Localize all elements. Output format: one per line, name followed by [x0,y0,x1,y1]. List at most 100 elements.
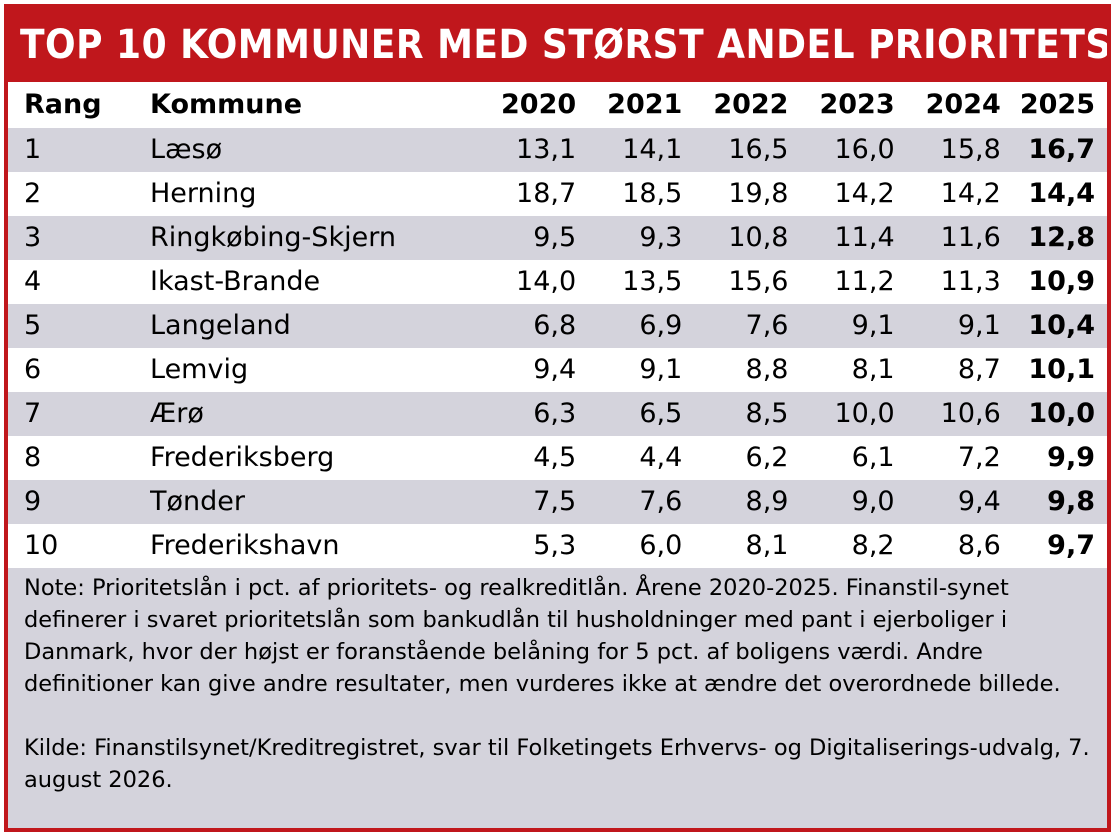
value-cell: 7,6 [576,480,683,524]
rank-cell: 2 [8,172,150,216]
table-row: 4 Ikast-Brande 14,0 13,5 15,6 11,2 11,3 10,9 [8,260,1107,304]
value-cell: 7,5 [470,480,577,524]
value-cell: 11,3 [894,260,1001,304]
table-row: 9 Tønder 7,5 7,6 8,9 9,0 9,4 9,8 [8,480,1107,524]
value-cell: 14,1 [576,128,683,172]
value-cell: 9,1 [576,348,683,392]
value-cell: 5,3 [470,524,577,568]
column-header: 2025 [1019,89,1095,120]
rank-cell: 8 [8,436,150,480]
rank-cell: 7 [8,392,150,436]
value-cell: 10,0 [1000,392,1107,436]
value-cell: 10,6 [894,392,1001,436]
value-cell: 9,0 [788,480,895,524]
municipality-cell: Lemvig [150,348,470,392]
value-cell: 10,0 [788,392,895,436]
value-cell: 8,1 [682,524,789,568]
table-row: 7 Ærø 6,3 6,5 8,5 10,0 10,6 10,0 [8,392,1107,436]
value-cell: 6,5 [576,392,683,436]
value-cell: 13,1 [470,128,577,172]
value-cell: 9,4 [894,480,1001,524]
rank-cell: 10 [8,524,150,568]
municipality-cell: Frederikshavn [150,524,470,568]
value-cell: 6,9 [576,304,683,348]
value-cell: 6,0 [576,524,683,568]
column-header: 2022 [713,89,789,120]
municipality-cell: Herning [150,172,470,216]
table-row: 2 Herning 18,7 18,5 19,8 14,2 14,2 14,4 [8,172,1107,216]
value-cell: 8,7 [894,348,1001,392]
value-cell: 18,5 [576,172,683,216]
table-card: TOP 10 KOMMUNER MED STØRST ANDEL PRIORIT… [4,4,1111,832]
table-row: 8 Frederiksberg 4,5 4,4 6,2 6,1 7,2 9,9 [8,436,1107,480]
table-title: TOP 10 KOMMUNER MED STØRST ANDEL PRIORIT… [8,8,1107,82]
municipality-cell: Frederiksberg [150,436,470,480]
column-header: Kommune [150,89,303,120]
note-text: Note: Prioritetslån i pct. af prioritets… [24,575,1061,697]
column-header: Rang [24,89,102,120]
value-cell: 8,1 [788,348,895,392]
column-header: 2020 [501,89,577,120]
value-cell: 11,6 [894,216,1001,260]
municipality-cell: Ikast-Brande [150,260,470,304]
value-cell: 14,4 [1000,172,1107,216]
value-cell: 6,8 [470,304,577,348]
value-cell: 9,1 [894,304,1001,348]
rank-cell: 3 [8,216,150,260]
municipality-cell: Langeland [150,304,470,348]
value-cell: 10,9 [1000,260,1107,304]
municipality-cell: Tønder [150,480,470,524]
value-cell: 6,3 [470,392,577,436]
data-table: Rang Kommune 2020 2021 2022 2023 2024 2025 1 Læs… [8,82,1107,568]
column-header: 2021 [607,89,683,120]
value-cell: 4,4 [576,436,683,480]
value-cell: 9,7 [1000,524,1107,568]
rank-cell: 6 [8,348,150,392]
value-cell: 7,6 [682,304,789,348]
value-cell: 14,0 [470,260,577,304]
rank-cell: 4 [8,260,150,304]
table-row: 10 Frederikshavn 5,3 6,0 8,1 8,2 8,6 9,7 [8,524,1107,568]
value-cell: 10,1 [1000,348,1107,392]
value-cell: 8,6 [894,524,1001,568]
value-cell: 18,7 [470,172,577,216]
value-cell: 8,5 [682,392,789,436]
column-header: 2024 [925,89,1001,120]
value-cell: 11,4 [788,216,895,260]
value-cell: 15,8 [894,128,1001,172]
value-cell: 6,2 [682,436,789,480]
table-row: 6 Lemvig 9,4 9,1 8,8 8,1 8,7 10,1 [8,348,1107,392]
value-cell: 9,3 [576,216,683,260]
value-cell: 4,5 [470,436,577,480]
value-cell: 9,5 [470,216,577,260]
spacer [24,700,1093,732]
value-cell: 15,6 [682,260,789,304]
notes-box: Note: Prioritetslån i pct. af prioritets… [8,568,1107,828]
municipality-cell: Læsø [150,128,470,172]
value-cell: 16,7 [1000,128,1107,172]
value-cell: 12,8 [1000,216,1107,260]
value-cell: 11,2 [788,260,895,304]
value-cell: 13,5 [576,260,683,304]
rank-cell: 1 [8,128,150,172]
municipality-cell: Ærø [150,392,470,436]
value-cell: 9,8 [1000,480,1107,524]
value-cell: 10,4 [1000,304,1107,348]
source-text: Kilde: Finanstilsynet/Kreditregistret, s… [24,735,1090,793]
value-cell: 7,2 [894,436,1001,480]
value-cell: 9,4 [470,348,577,392]
value-cell: 8,8 [682,348,789,392]
rank-cell: 5 [8,304,150,348]
municipality-cell: Ringkøbing-Skjern [150,216,470,260]
header-row: Rang Kommune 2020 2021 2022 2023 2024 2025 [8,82,1107,128]
value-cell: 9,1 [788,304,895,348]
value-cell: 8,9 [682,480,789,524]
rank-cell: 9 [8,480,150,524]
column-header: 2023 [819,89,895,120]
value-cell: 16,5 [682,128,789,172]
value-cell: 14,2 [788,172,895,216]
value-cell: 10,8 [682,216,789,260]
value-cell: 8,2 [788,524,895,568]
table-row: 1 Læsø 13,1 14,1 16,5 16,0 15,8 16,7 [8,128,1107,172]
value-cell: 16,0 [788,128,895,172]
